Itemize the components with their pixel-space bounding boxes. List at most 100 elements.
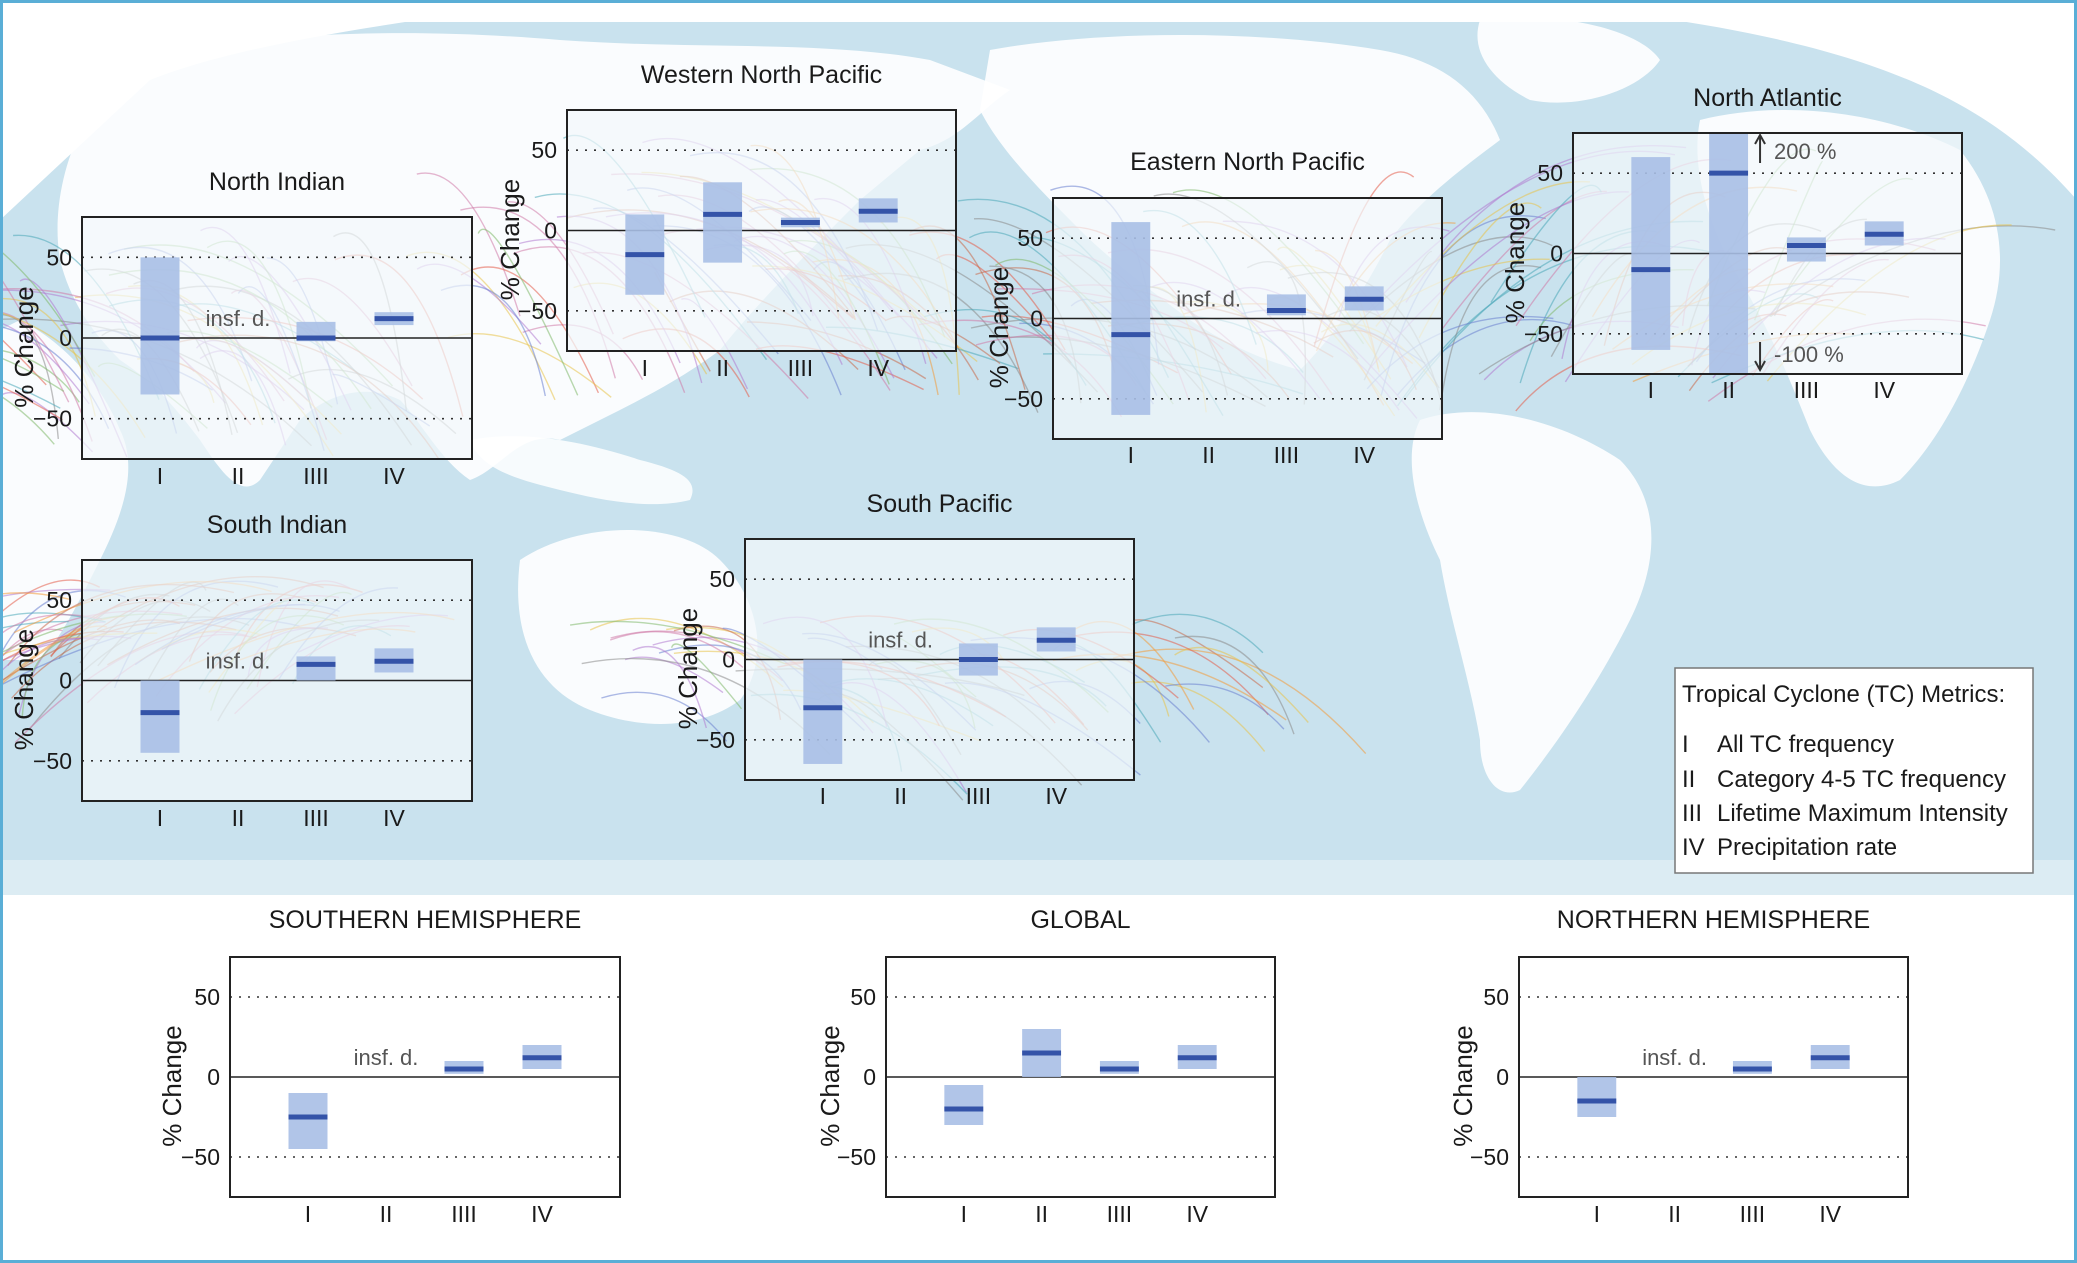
- y-axis-label: % Change: [9, 629, 39, 750]
- legend-code-1: I: [1682, 731, 1689, 758]
- chart-title: NORTHERN HEMISPHERE: [1557, 906, 1870, 934]
- x-tick-label: IIII: [788, 355, 814, 381]
- x-tick-label: I: [820, 783, 826, 809]
- x-tick-label: II: [232, 463, 245, 489]
- range-box: [1631, 157, 1671, 350]
- x-tick-label: I: [305, 1201, 311, 1227]
- cyclone-track: [0, 349, 80, 403]
- y-tick-label: 0: [59, 668, 72, 694]
- map-edge-top-left: [0, 0, 560, 220]
- insufficient-data-label: insf. d.: [206, 649, 271, 674]
- y-tick-label: 50: [46, 244, 72, 270]
- axes-frame: [1052, 197, 1443, 440]
- cyclone-track: [0, 592, 70, 600]
- axes-frame: [81, 216, 473, 460]
- x-tick-label: I: [157, 463, 163, 489]
- y-tick-label: 0: [1550, 241, 1563, 267]
- cyclone-track: [477, 228, 579, 396]
- map-edge-top-right: [1500, 0, 2077, 200]
- cyclone-track: [1112, 648, 1367, 755]
- x-tick-label: IV: [867, 355, 889, 381]
- cyclone-track: [632, 645, 707, 729]
- range-box: [944, 1085, 984, 1125]
- y-tick-label: 0: [207, 1064, 220, 1090]
- x-tick-label: II: [380, 1201, 393, 1227]
- land-indonesia: [470, 436, 693, 505]
- axes-frame: [566, 109, 957, 352]
- y-tick-label: 50: [531, 137, 557, 163]
- range-box: [296, 656, 336, 681]
- x-tick-label: IIII: [451, 1201, 477, 1227]
- y-axis-label: % Change: [1500, 202, 1530, 323]
- cyclone-track: [0, 385, 63, 421]
- y-tick-label: −50: [181, 1144, 220, 1170]
- range-box: [1577, 1077, 1617, 1117]
- y-tick-label: 50: [46, 587, 72, 613]
- cyclone-track: [0, 394, 55, 445]
- land-greenland: [1477, 17, 1660, 103]
- cyclone-track: [1174, 635, 1295, 735]
- range-box: [1709, 133, 1749, 374]
- y-tick-label: 0: [59, 325, 72, 351]
- chart-title: SOUTHERN HEMISPHERE: [269, 906, 582, 934]
- cyclone-track: [601, 691, 728, 742]
- x-tick-label: II: [232, 805, 245, 831]
- y-tick-label: 0: [544, 218, 557, 244]
- legend-text-1: All TC frequency: [1717, 731, 1894, 758]
- x-tick-label: IV: [383, 805, 405, 831]
- y-tick-label: −50: [1470, 1144, 1509, 1170]
- cyclone-track: [0, 276, 70, 403]
- y-axis-label: % Change: [673, 608, 703, 729]
- cyclone-track: [0, 379, 61, 409]
- y-axis-label: % Change: [9, 286, 39, 407]
- x-tick-label: I: [961, 1201, 967, 1227]
- y-tick-label: −50: [1524, 321, 1563, 347]
- legend-text-2: Category 4-5 TC frequency: [1717, 766, 2006, 793]
- x-tick-label: IV: [1045, 783, 1067, 809]
- chart-title: North Indian: [209, 168, 345, 196]
- axes-frame: [1518, 956, 1909, 1198]
- range-box: [140, 257, 180, 395]
- insufficient-data-label: insf. d.: [206, 306, 271, 331]
- x-tick-label: II: [1668, 1201, 1681, 1227]
- cyclone-track: [670, 643, 743, 710]
- y-tick-label: 50: [1483, 984, 1509, 1010]
- axes-frame: [744, 538, 1135, 781]
- chart-title: South Pacific: [867, 490, 1013, 518]
- legend-text-4: Precipitation rate: [1717, 834, 1897, 861]
- x-tick-label: I: [1594, 1201, 1600, 1227]
- legend-box: [1674, 667, 2034, 874]
- x-tick-label: I: [157, 805, 163, 831]
- cyclone-track: [1174, 646, 1309, 723]
- arrowhead-down: [1754, 360, 1766, 373]
- chart-title: GLOBAL: [1030, 906, 1130, 934]
- range-box: [1111, 222, 1151, 415]
- y-tick-label: 50: [1537, 160, 1563, 186]
- legend-text-3: Lifetime Maximum Intensity: [1717, 800, 2008, 827]
- y-axis-label: % Change: [157, 1025, 187, 1146]
- x-tick-label: IV: [1873, 377, 1895, 403]
- clip-label-lower: -100 %: [1774, 342, 1844, 367]
- insufficient-data-label: insf. d.: [1176, 287, 1241, 312]
- cyclone-track: [0, 313, 59, 439]
- x-tick-label: IIII: [303, 805, 329, 831]
- cyclone-track: [0, 356, 65, 392]
- clip-label-upper: 200 %: [1774, 139, 1836, 164]
- metrics-legend: Tropical Cyclone (TC) Metrics: I All TC …: [1674, 667, 2034, 874]
- axes-frame: [885, 956, 1276, 1198]
- axes-frame: [1572, 132, 1963, 375]
- cyclone-track: [609, 630, 744, 668]
- x-tick-label: IV: [531, 1201, 553, 1227]
- y-tick-label: −50: [518, 298, 557, 324]
- y-tick-label: −50: [33, 406, 72, 432]
- y-tick-label: 0: [1030, 306, 1043, 332]
- x-tick-label: II: [716, 355, 729, 381]
- cyclone-track: [0, 612, 106, 623]
